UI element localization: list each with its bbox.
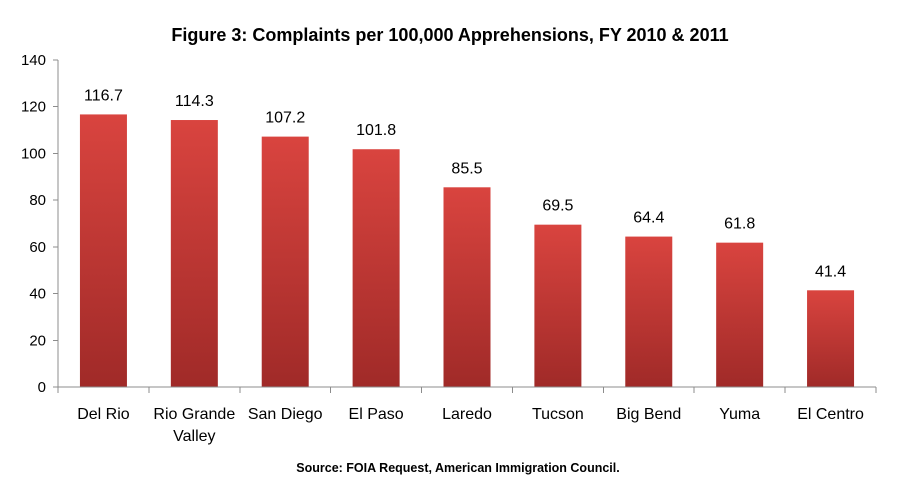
y-tick-label: 0 [38, 379, 46, 396]
data-labels: 116.7 114.3 107.2 101.8 85.5 69.5 64.4 61.8 41.4 [84, 87, 846, 280]
x-tick-label: San Diego [248, 406, 323, 423]
bar [79, 114, 127, 387]
y-tick-label: 100 [21, 145, 46, 162]
y-tick-label: 40 [29, 286, 46, 303]
bars [79, 114, 855, 387]
bar [716, 242, 764, 387]
bar [170, 120, 218, 387]
bar [443, 187, 491, 387]
chart-title: Figure 3: Complaints per 100,000 Apprehe… [171, 25, 728, 45]
data-label: 85.5 [451, 160, 482, 177]
x-tick-label: Yuma [719, 406, 760, 423]
data-label: 41.4 [815, 263, 846, 280]
data-label: 101.8 [356, 122, 396, 139]
x-tick-label: Rio Grande Valley [153, 406, 235, 445]
y-tick-label: 20 [29, 332, 46, 349]
y-axis: 0 20 40 60 80 100 120 140 [21, 52, 59, 396]
data-label: 107.2 [265, 110, 305, 127]
y-tick-label: 60 [29, 239, 46, 256]
data-label: 69.5 [542, 198, 573, 215]
data-label: 116.7 [84, 87, 123, 104]
data-label: 114.3 [175, 93, 214, 110]
bar [261, 136, 309, 387]
bar [352, 149, 400, 387]
data-label: 61.8 [724, 216, 755, 233]
y-tick-label: 120 [21, 99, 46, 116]
y-tick-label: 140 [21, 52, 46, 69]
bar [625, 236, 673, 387]
x-tick-label: Del Rio [77, 406, 130, 423]
bar [534, 224, 582, 387]
x-tick-label: El Paso [349, 406, 404, 423]
x-tick-label: El Centro [797, 406, 864, 423]
x-axis: Del Rio Rio Grande Valley San Diego El Paso L… [57, 386, 877, 445]
chart-source: Source: FOIA Request, American Immigrati… [296, 461, 619, 475]
x-tick-label: Big Bend [616, 406, 681, 423]
data-label: 64.4 [633, 210, 664, 227]
bar [807, 290, 855, 387]
x-tick-label: Laredo [442, 406, 492, 423]
x-tick-label: Tucson [532, 406, 584, 423]
y-tick-label: 80 [29, 192, 46, 209]
